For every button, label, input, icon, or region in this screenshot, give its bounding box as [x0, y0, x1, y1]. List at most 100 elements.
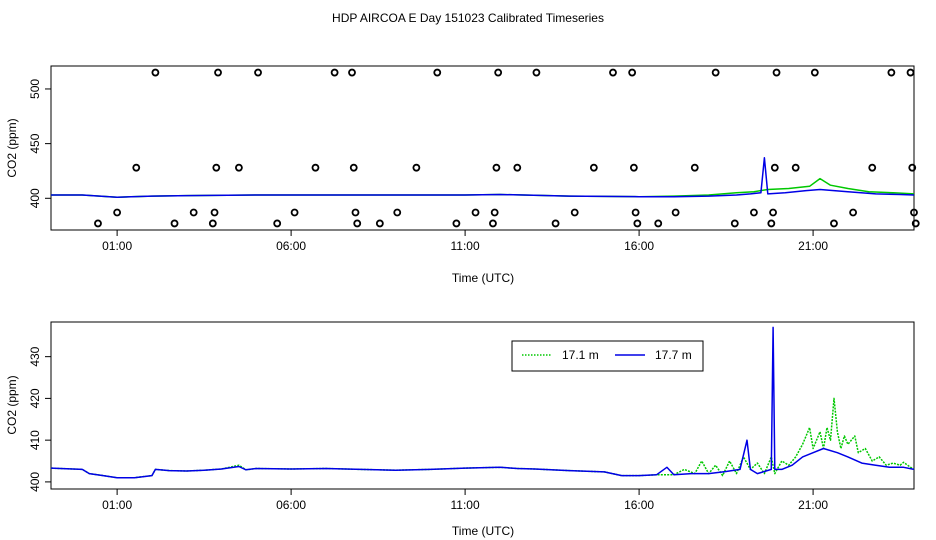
- data-point: [868, 163, 877, 172]
- data-point: [791, 163, 800, 172]
- data-point: [570, 208, 579, 217]
- data-point: [290, 208, 299, 217]
- y-tick-label: 430: [28, 346, 42, 366]
- data-point: [375, 219, 384, 228]
- data-point: [412, 163, 421, 172]
- y-tick-label: 400: [28, 472, 42, 492]
- data-point: [351, 208, 360, 217]
- x-tick-label: 21:00: [798, 239, 828, 253]
- data-point: [906, 68, 915, 77]
- data-point: [532, 68, 541, 77]
- series-line-2: [51, 157, 915, 198]
- data-point: [212, 163, 221, 172]
- data-point: [767, 219, 776, 228]
- top-x-axis-label: Time (UTC): [452, 271, 514, 285]
- bottom-plot-frame: [50, 321, 915, 490]
- data-point: [631, 208, 640, 217]
- data-point: [750, 208, 758, 217]
- figure-title: HDP AIRCOA E Day 151023 Calibrated Times…: [332, 11, 604, 25]
- x-tick-label: 06:00: [276, 498, 306, 512]
- data-point: [208, 219, 217, 228]
- x-tick-label: 01:00: [102, 239, 132, 253]
- data-point: [490, 208, 499, 217]
- data-point: [273, 219, 282, 228]
- y-tick-label: 410: [28, 430, 42, 450]
- top-panel: 01:00 06:00 11:00 16:00 21:00 400 450 500 Time…: [5, 65, 920, 285]
- data-point: [810, 68, 819, 77]
- data-point: [769, 208, 777, 217]
- data-point: [235, 163, 243, 172]
- data-point: [770, 163, 779, 172]
- series-line-17-7-m: [50, 326, 915, 479]
- data-point: [911, 219, 920, 228]
- data-point: [849, 208, 858, 217]
- data-point: [492, 163, 501, 172]
- data-point: [887, 68, 896, 77]
- data-point: [151, 68, 160, 77]
- data-point: [433, 68, 442, 77]
- data-point: [730, 219, 739, 228]
- data-point: [551, 219, 560, 228]
- data-point: [210, 208, 219, 217]
- top-y-axis: 400 450 500: [28, 79, 51, 208]
- legend-label-green: 17.1 m: [562, 348, 599, 362]
- x-tick-label: 11:00: [451, 498, 480, 512]
- bottom-plot-marks: [50, 326, 915, 479]
- x-tick-label: 11:00: [451, 239, 480, 253]
- top-plot-frame: [50, 65, 915, 231]
- data-point: [910, 208, 918, 217]
- data-point: [189, 208, 198, 217]
- x-tick-label: 16:00: [624, 498, 654, 512]
- data-point: [772, 68, 781, 77]
- top-y-axis-label: CO2 (ppm): [5, 118, 19, 177]
- data-point: [690, 163, 699, 172]
- data-point: [609, 68, 617, 77]
- data-point: [113, 208, 122, 217]
- data-point: [513, 163, 522, 172]
- top-plot-marks: [51, 68, 920, 228]
- data-point: [94, 219, 102, 228]
- top-x-axis: 01:00 06:00 11:00 16:00 21:00: [102, 230, 828, 253]
- y-tick-label: 400: [28, 188, 42, 208]
- y-tick-label: 500: [28, 79, 42, 99]
- legend: 17.1 m 17.7 m: [511, 340, 704, 372]
- data-point: [214, 68, 222, 77]
- data-point: [489, 219, 497, 228]
- data-point: [254, 68, 262, 77]
- data-point: [711, 68, 720, 77]
- data-point: [452, 219, 461, 228]
- data-point: [908, 163, 917, 172]
- data-point: [170, 219, 179, 228]
- x-tick-label: 21:00: [798, 498, 828, 512]
- bottom-x-axis-label: Time (UTC): [452, 524, 514, 538]
- data-point: [132, 163, 141, 172]
- x-tick-label: 06:00: [276, 239, 306, 253]
- data-point: [671, 208, 680, 217]
- bottom-y-axis-label: CO2 (ppm): [5, 375, 19, 434]
- bottom-x-axis: 01:00 06:00 11:00 16:00 21:00: [102, 489, 828, 512]
- data-point: [471, 208, 480, 217]
- data-point: [633, 219, 642, 228]
- bottom-panel: 01:00 06:00 11:00 16:00 21:00 400 410 420 430 T…: [5, 321, 915, 538]
- data-point: [330, 68, 339, 77]
- data-point: [629, 163, 638, 172]
- data-point: [353, 219, 362, 228]
- legend-box: [511, 340, 704, 372]
- y-tick-label: 450: [28, 133, 42, 153]
- data-point: [589, 163, 598, 172]
- data-point: [348, 68, 356, 77]
- data-point: [494, 68, 503, 77]
- data-point: [830, 219, 838, 228]
- legend-label-blue: 17.7 m: [655, 348, 692, 362]
- bottom-y-axis: 400 410 420 430: [28, 346, 51, 492]
- data-point: [628, 68, 637, 77]
- x-tick-label: 16:00: [624, 239, 654, 253]
- data-point: [654, 219, 663, 228]
- x-tick-label: 01:00: [102, 498, 132, 512]
- data-point: [349, 163, 358, 172]
- data-point: [311, 163, 320, 172]
- series-line-17-1-m: [50, 397, 915, 479]
- y-tick-label: 420: [28, 388, 42, 408]
- data-point: [393, 208, 402, 217]
